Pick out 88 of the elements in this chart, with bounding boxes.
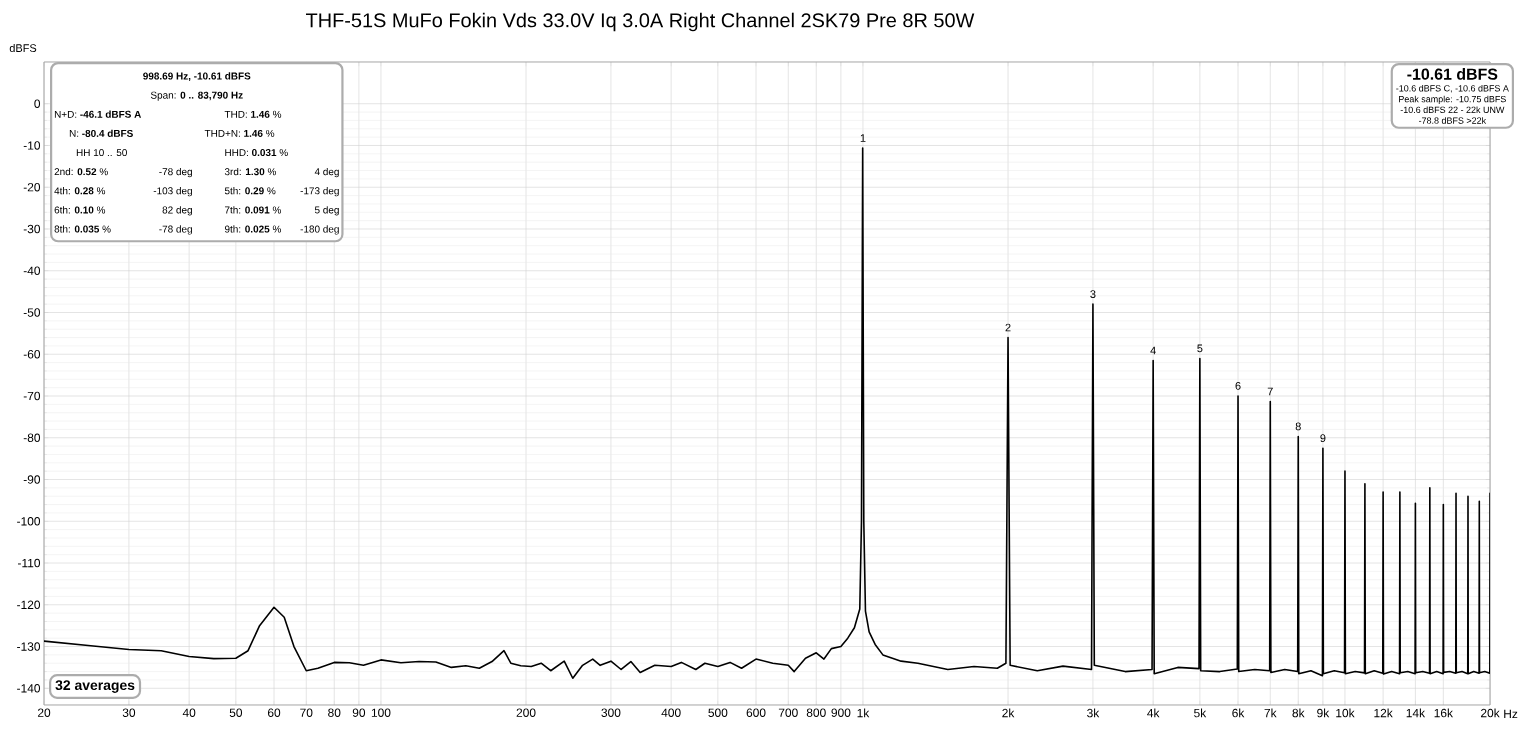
x-tick-label: 400: [661, 708, 681, 717]
annotation: 6: [1235, 382, 1241, 390]
annotation: 2: [1005, 323, 1011, 332]
y-axis-title: dBFS: [9, 43, 37, 53]
annotation: -180 deg: [300, 225, 339, 235]
x-tick-label: 10k: [1336, 708, 1355, 718]
x-tick-label: 800: [806, 708, 826, 717]
annotation: -78.8 dBFS >22k: [1418, 117, 1487, 124]
x-tick-label: 200: [516, 708, 536, 717]
x-tick-label: 30: [122, 708, 136, 717]
annotation: -78 deg: [159, 225, 192, 235]
annotation: 998.69 Hz, -10.61 dBFS: [143, 72, 251, 82]
x-tick-label: 2k: [1002, 708, 1015, 718]
annotation: 9th: 0.025 %: [224, 225, 281, 233]
x-tick-label: 5k: [1194, 708, 1207, 718]
y-tick-label: -100: [17, 517, 41, 526]
x-tick-label: 500: [708, 708, 728, 717]
annotation: 32 averages: [55, 680, 135, 693]
annotation: THD+N: 1.46 %: [204, 129, 275, 137]
annotation: N: -80.4 dBFS: [69, 129, 133, 137]
annotation: 2nd: 0.52 %: [54, 167, 108, 176]
x-tick-label: 14k: [1406, 708, 1426, 718]
annotation: 7th: 0.091 %: [224, 206, 281, 214]
y-tick-label: -130: [17, 642, 41, 651]
x-tick-label: 90: [352, 708, 366, 717]
annotation: 9: [1320, 434, 1326, 442]
annotation: 3rd: 1.30 %: [224, 167, 276, 176]
x-tick-label: 300: [601, 708, 621, 717]
annotation: -173 deg: [300, 187, 339, 197]
x-tick-label: 100: [371, 708, 391, 717]
annotation: -78 deg: [159, 167, 192, 178]
y-tick-label: -70: [23, 391, 41, 401]
y-tick-label: -140: [17, 684, 41, 693]
x-tick-label: 50: [229, 708, 243, 717]
y-tick-label: -40: [23, 266, 41, 275]
y-tick-label: -80: [23, 433, 41, 442]
annotation: 5 deg: [314, 206, 339, 216]
x-tick-label: 900: [831, 708, 851, 717]
annotation: -10.6 dBFS 22 - 22k UNW: [1400, 106, 1505, 114]
x-tick-label: 700: [778, 708, 798, 717]
x-tick-label: 20: [37, 708, 51, 717]
x-tick-label: 4k: [1147, 708, 1160, 718]
annotation: 5th: 0.29 %: [224, 187, 276, 195]
x-tick-label: 60: [267, 708, 281, 717]
chart-title: THF-51S MuFo Fokin Vds 33.0V Iq 3.0A Right Channel 2SK79 Pre 8R 50W: [306, 12, 975, 32]
x-tick-label: 6k: [1232, 708, 1245, 718]
annotation: 6th: 0.10 %: [54, 206, 106, 214]
x-tick-label: 40: [182, 708, 196, 717]
annotation: 4 deg: [314, 167, 339, 178]
x-tick-label: 80: [328, 708, 341, 717]
x-tick-label: 16k: [1434, 708, 1453, 718]
x-tick-label: 9k: [1317, 708, 1330, 718]
x-tick-label: 600: [746, 708, 766, 717]
x-tick-label: 12k: [1374, 708, 1393, 718]
annotation: -103 deg: [153, 187, 192, 197]
annotation: 5: [1197, 344, 1203, 353]
x-tick-label: 20k: [1481, 708, 1500, 718]
annotation: 4: [1150, 346, 1156, 355]
annotation: 7: [1267, 387, 1273, 396]
y-tick-label: -60: [23, 350, 41, 359]
y-tick-label: 0: [34, 99, 41, 108]
annotation: N+D: -46.1 dBFS A: [54, 110, 142, 118]
x-tick-label: 7k: [1264, 708, 1277, 718]
y-tick-label: -10: [23, 141, 41, 150]
annotation: 1: [860, 134, 866, 142]
x-tick-label: 70: [300, 708, 313, 717]
annotation: HH 10 .. 50: [76, 149, 127, 157]
y-tick-label: -50: [23, 308, 41, 317]
annotation: HHD: 0.031 %: [225, 149, 288, 157]
annotation: 8th: 0.035 %: [54, 225, 111, 233]
annotation: -10.6 dBFS C, -10.6 dBFS A: [1396, 84, 1509, 93]
y-tick-label: -90: [23, 475, 41, 484]
annotation: Peak sample: -10.75 dBFS: [1399, 95, 1506, 105]
y-tick-label: -30: [23, 224, 41, 234]
annotation: 8: [1295, 422, 1301, 431]
annotation: 4th: 0.28 %: [54, 187, 106, 195]
y-tick-label: -120: [17, 600, 41, 609]
annotation: 82 deg: [162, 206, 192, 216]
y-tick-label: -20: [23, 183, 41, 192]
annotation: THD: 1.46 %: [224, 110, 282, 118]
y-tick-label: -110: [17, 558, 41, 568]
annotation: -10.61 dBFS: [1407, 68, 1498, 80]
annotation: Span: 0 .. 83,790 Hz: [150, 91, 243, 101]
x-tick-label: 1k: [857, 708, 870, 718]
x-tick-label: 8k: [1292, 708, 1305, 718]
annotation: 3: [1090, 290, 1096, 298]
x-tick-label: 3k: [1087, 708, 1100, 718]
x-axis-title: Hz: [1504, 709, 1518, 719]
